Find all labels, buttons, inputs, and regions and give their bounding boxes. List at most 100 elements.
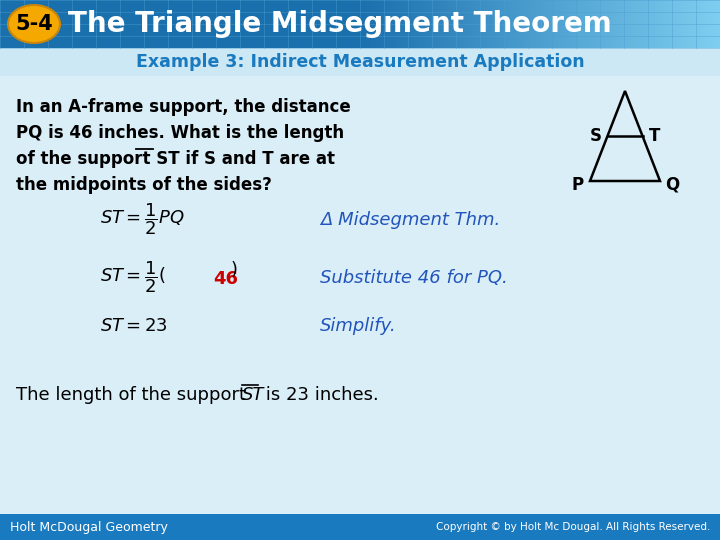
- Bar: [583, 0, 584, 48]
- Bar: [716, 0, 717, 48]
- Text: Substitute 46 for PQ.: Substitute 46 for PQ.: [320, 269, 508, 287]
- Bar: [432, 0, 433, 48]
- Bar: [712, 0, 713, 48]
- Bar: [519, 0, 520, 48]
- Bar: [399, 0, 400, 48]
- Bar: [419, 0, 420, 48]
- Bar: [706, 0, 707, 48]
- Bar: [627, 0, 628, 48]
- Bar: [460, 0, 461, 48]
- Bar: [573, 0, 574, 48]
- Bar: [621, 0, 622, 48]
- Bar: [516, 0, 517, 48]
- Bar: [589, 0, 590, 48]
- Bar: [448, 0, 449, 48]
- Bar: [622, 0, 623, 48]
- Bar: [544, 0, 545, 48]
- Bar: [380, 0, 381, 48]
- Bar: [529, 0, 530, 48]
- Bar: [394, 0, 395, 48]
- Bar: [458, 0, 459, 48]
- Bar: [392, 0, 393, 48]
- Bar: [620, 0, 621, 48]
- Bar: [540, 0, 541, 48]
- Bar: [463, 0, 464, 48]
- Text: T: T: [649, 127, 660, 145]
- Bar: [526, 0, 527, 48]
- Bar: [663, 0, 664, 48]
- Bar: [423, 0, 424, 48]
- Bar: [673, 0, 674, 48]
- Bar: [491, 0, 492, 48]
- Bar: [439, 0, 440, 48]
- Bar: [455, 0, 456, 48]
- Bar: [400, 0, 401, 48]
- Bar: [685, 0, 686, 48]
- Bar: [415, 0, 416, 48]
- Bar: [483, 0, 484, 48]
- Bar: [659, 0, 660, 48]
- Bar: [596, 0, 597, 48]
- Bar: [656, 0, 657, 48]
- Bar: [406, 0, 407, 48]
- Bar: [390, 0, 391, 48]
- Text: The Triangle Midsegment Theorem: The Triangle Midsegment Theorem: [68, 10, 612, 38]
- Bar: [677, 0, 678, 48]
- Bar: [414, 0, 415, 48]
- Bar: [386, 0, 387, 48]
- Bar: [453, 0, 454, 48]
- Bar: [466, 0, 467, 48]
- Bar: [504, 0, 505, 48]
- Bar: [619, 0, 620, 48]
- Bar: [528, 0, 529, 48]
- Bar: [503, 0, 504, 48]
- Bar: [630, 0, 631, 48]
- Bar: [643, 0, 644, 48]
- Bar: [545, 0, 546, 48]
- Bar: [541, 0, 542, 48]
- Bar: [557, 0, 558, 48]
- Bar: [515, 0, 516, 48]
- Bar: [603, 0, 604, 48]
- Bar: [361, 0, 362, 48]
- Bar: [469, 0, 470, 48]
- Bar: [524, 0, 525, 48]
- Bar: [700, 0, 701, 48]
- Bar: [0, 0, 720, 48]
- Bar: [664, 0, 665, 48]
- Bar: [554, 0, 555, 48]
- Bar: [416, 0, 417, 48]
- Bar: [398, 0, 399, 48]
- Bar: [681, 0, 682, 48]
- Bar: [588, 0, 589, 48]
- Bar: [614, 0, 615, 48]
- Bar: [555, 0, 556, 48]
- Bar: [692, 0, 693, 48]
- Bar: [667, 0, 668, 48]
- Bar: [452, 0, 453, 48]
- Bar: [431, 0, 432, 48]
- Bar: [711, 0, 712, 48]
- Bar: [444, 0, 445, 48]
- Bar: [702, 0, 703, 48]
- Bar: [428, 0, 429, 48]
- Bar: [539, 0, 540, 48]
- Bar: [552, 0, 553, 48]
- Bar: [546, 0, 547, 48]
- Bar: [434, 0, 435, 48]
- Bar: [538, 0, 539, 48]
- Bar: [382, 0, 383, 48]
- Text: Simplify.: Simplify.: [320, 317, 397, 335]
- Bar: [676, 0, 677, 48]
- Bar: [612, 0, 613, 48]
- Bar: [705, 0, 706, 48]
- Bar: [403, 0, 404, 48]
- Bar: [691, 0, 692, 48]
- Bar: [421, 0, 422, 48]
- Bar: [618, 0, 619, 48]
- Bar: [567, 0, 568, 48]
- Bar: [509, 0, 510, 48]
- Bar: [642, 0, 643, 48]
- Bar: [718, 0, 719, 48]
- Bar: [461, 0, 462, 48]
